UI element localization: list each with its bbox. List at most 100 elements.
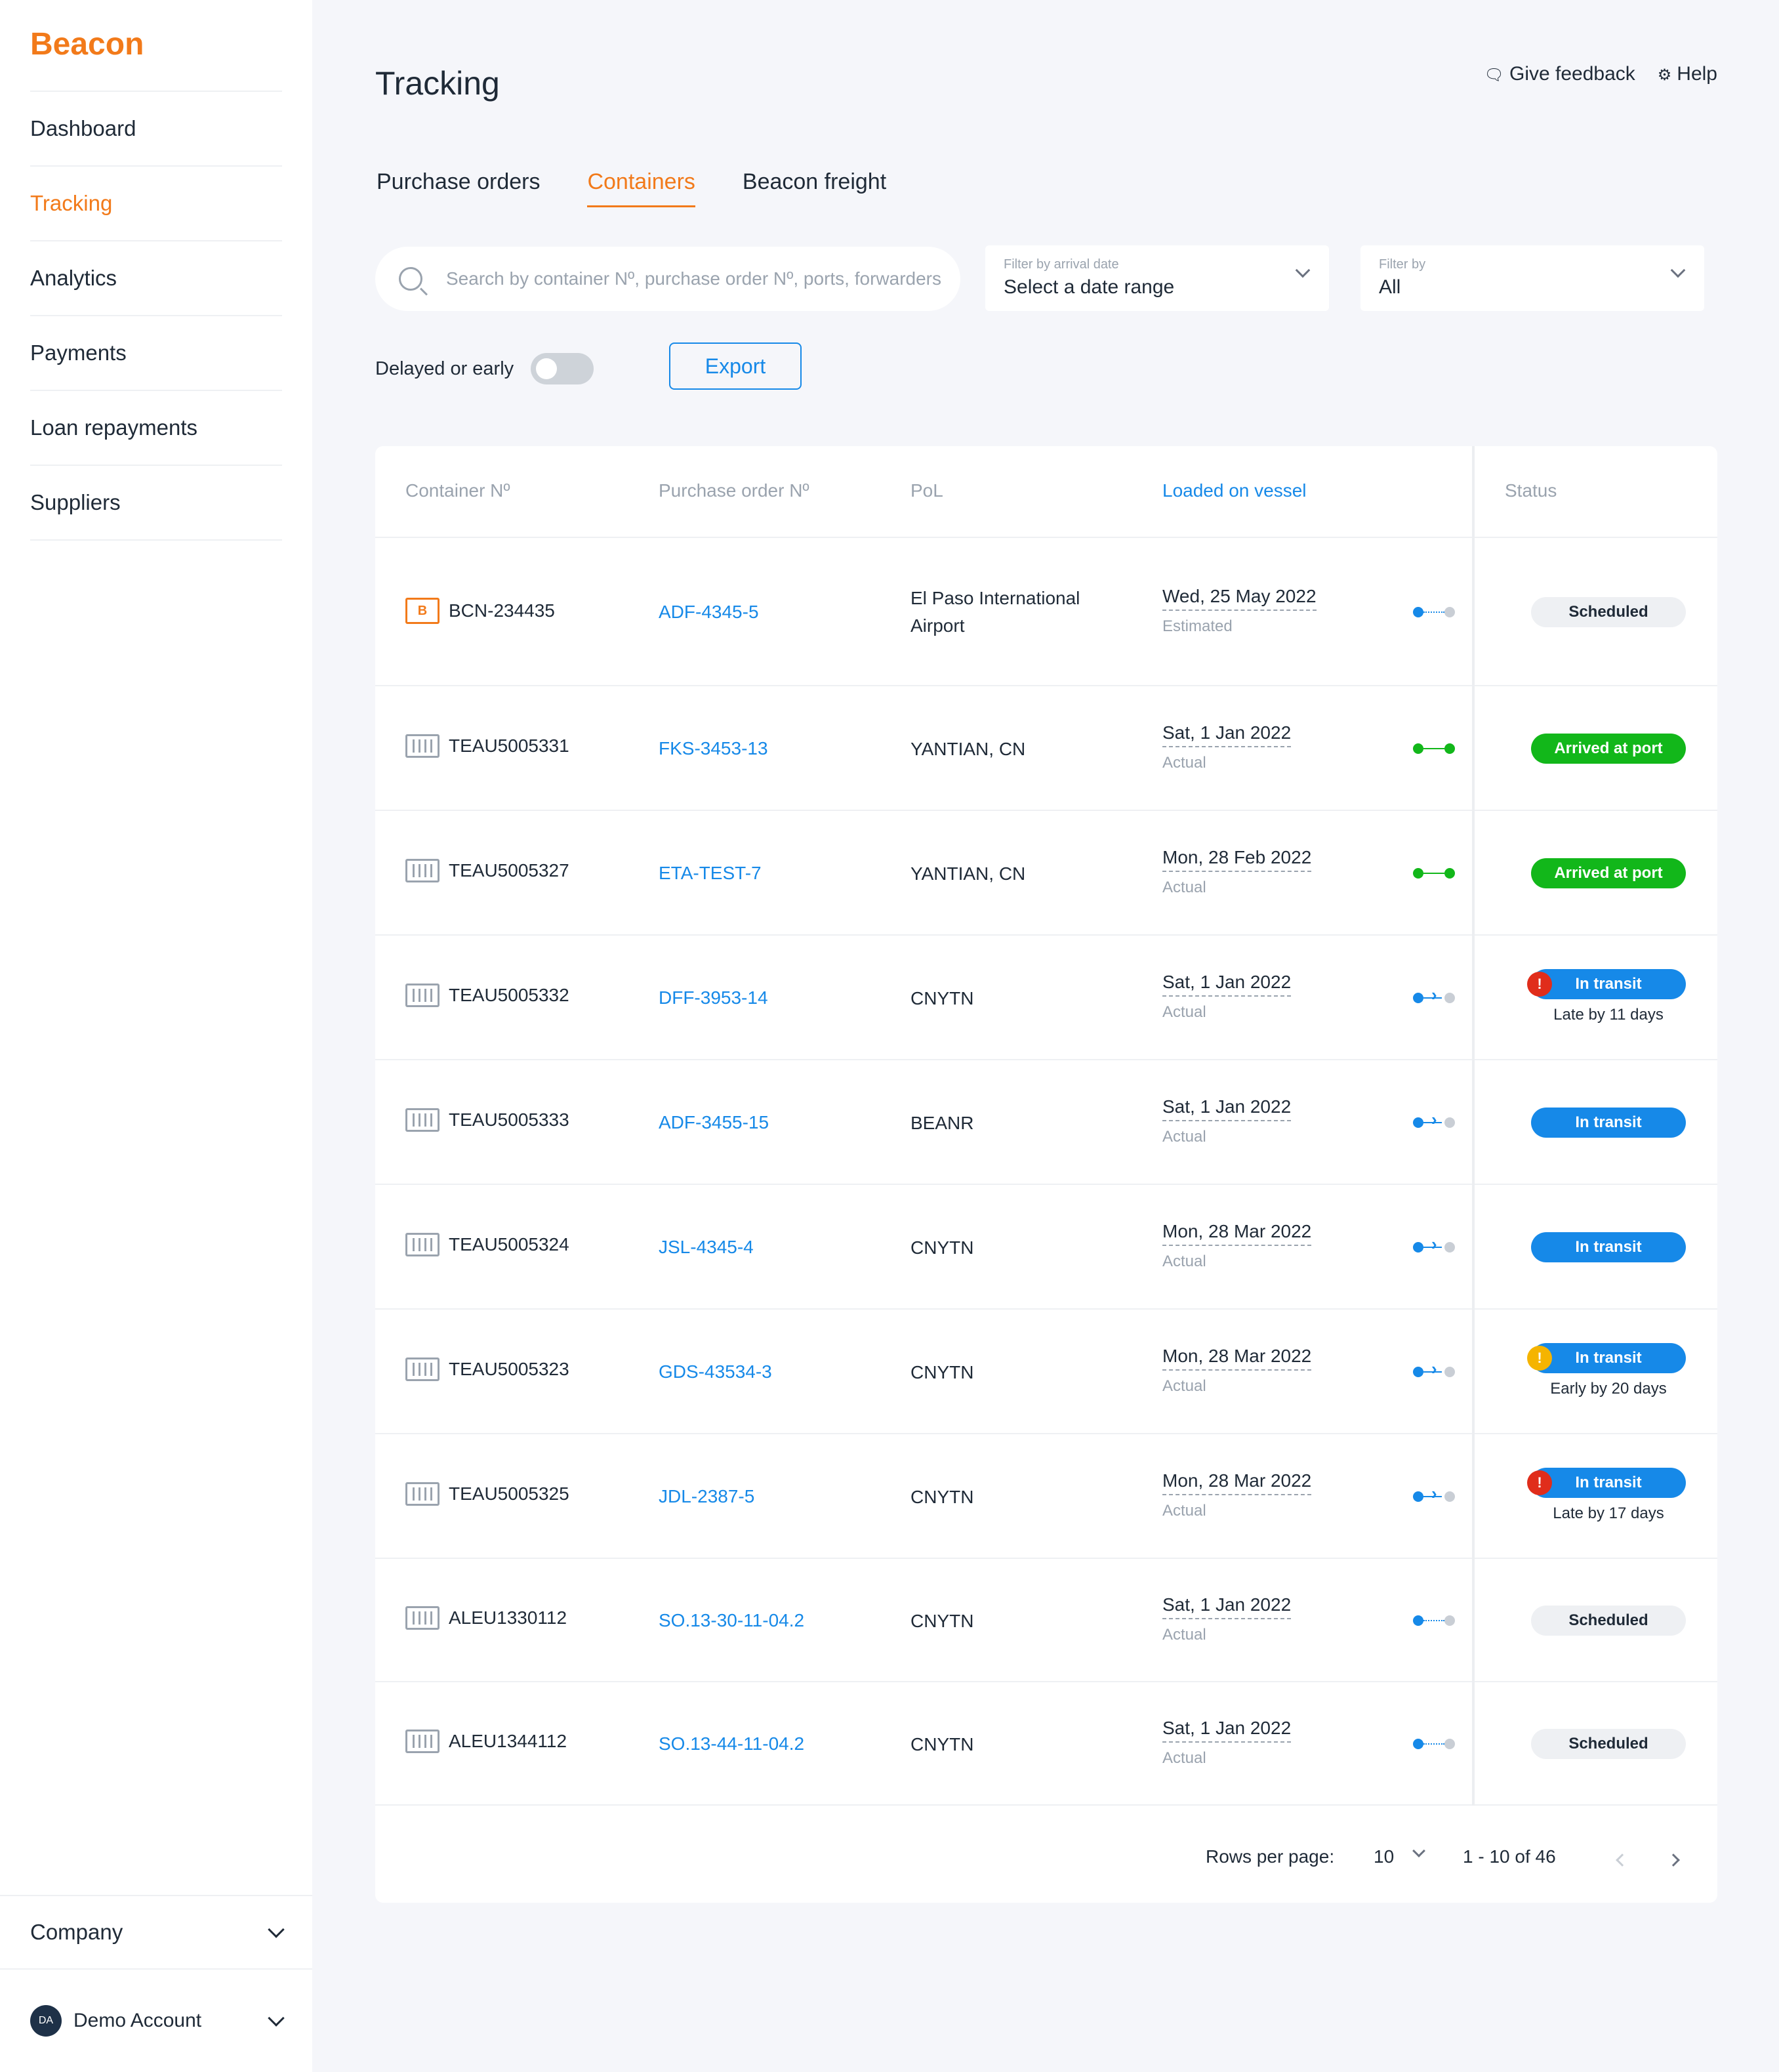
sidebar-item-dashboard[interactable]: Dashboard [30,92,282,167]
purchase-order-link[interactable]: JSL-4345-4 [659,1237,754,1257]
account-name: Demo Account [73,2010,202,2031]
container-number: TEAU5005333 [449,1109,569,1130]
progress-indicator [1413,743,1455,754]
status-badge: Arrived at port [1531,858,1686,888]
progress-indicator [1413,868,1455,879]
container-number: TEAU5005324 [449,1234,569,1254]
chevron-left-icon[interactable] [1616,1854,1629,1867]
status-cell: In transit [1523,1108,1694,1138]
container-cell: ALEU1344112 [405,1730,567,1753]
loaded-date[interactable]: Sat, 1 Jan 2022 [1162,972,1292,997]
container-icon [405,1357,440,1381]
export-button[interactable]: Export [669,342,802,390]
late-alert-icon: ! [1527,1470,1552,1495]
table-row[interactable]: ALEU1344112 SO.13-44-11-04.2 CNYTN Sat, 1 J… [375,1682,1717,1806]
date-kind: Actual [1162,879,1206,896]
table-row[interactable]: TEAU5005325 JDL-2387-5 CNYTN Mon, 28 Mar 20… [375,1434,1717,1559]
col-purchase-order[interactable]: Purchase order Nº [659,480,809,501]
account-menu[interactable]: DA Demo Account [0,1968,312,2072]
table-row[interactable]: TEAU5005332 DFF-3953-14 CNYTN Sat, 1 Jan 20… [375,936,1717,1060]
sidebar-item-suppliers[interactable]: Suppliers [30,466,282,541]
container-icon [405,1730,440,1753]
loaded-date[interactable]: Mon, 28 Mar 2022 [1162,1221,1312,1246]
status-badge: In transit [1531,1232,1686,1262]
chevron-down-icon[interactable] [1412,1844,1425,1857]
chevron-down-icon [268,2010,285,2027]
purchase-order-link[interactable]: SO.13-30-11-04.2 [659,1610,805,1630]
table-header: Container Nº Purchase order Nº PoL Loade… [375,446,1717,538]
container-icon [405,1606,440,1630]
table-row[interactable]: TEAU5005333 ADF-3455-15 BEANR Sat, 1 Jan 20… [375,1060,1717,1185]
loaded-date-cell: Mon, 28 Mar 2022 Actual [1162,1221,1312,1271]
give-feedback-label: Give feedback [1509,63,1635,85]
col-container[interactable]: Container Nº [405,480,510,501]
help-link[interactable]: ⚙ Help [1658,63,1717,85]
purchase-order-link[interactable]: GDS-43534-3 [659,1361,772,1382]
delayed-toggle[interactable] [531,353,594,384]
purchase-order-link[interactable]: SO.13-44-11-04.2 [659,1733,805,1754]
status-badge: In transit [1531,1108,1686,1138]
progress-indicator [1413,1615,1455,1626]
sidebar-item-loan-repayments[interactable]: Loan repayments [30,391,282,466]
pol-cell: BEANR [910,1113,974,1133]
arrival-date-filter-label: Filter by arrival date [1004,257,1119,272]
rows-per-page-select[interactable]: 10 [1374,1846,1394,1867]
beacon-logo[interactable]: Beacon [30,27,144,62]
tab-containers[interactable]: Containers [587,169,695,207]
table-row[interactable]: TEAU5005327 ETA-TEST-7 YANTIAN, CN Mon, 28 … [375,811,1717,936]
purchase-order-link[interactable]: ADF-4345-5 [659,602,759,622]
loaded-date[interactable]: Sat, 1 Jan 2022 [1162,1594,1292,1619]
status-cell: Scheduled [1523,1606,1694,1636]
progress-indicator: › [1413,985,1455,1005]
table-row[interactable]: ALEU1330112 SO.13-30-11-04.2 CNYTN Sat, 1 J… [375,1559,1717,1682]
container-icon [405,859,440,882]
sidebar-item-analytics[interactable]: Analytics [30,241,282,316]
table-row[interactable]: B BCN-234435 ADF-4345-5 El Paso Internation… [375,538,1717,686]
loaded-date[interactable]: Mon, 28 Mar 2022 [1162,1346,1312,1371]
loaded-date[interactable]: Sat, 1 Jan 2022 [1162,1718,1292,1743]
loaded-date[interactable]: Sat, 1 Jan 2022 [1162,722,1292,747]
early-alert-icon: ! [1527,1346,1552,1371]
page-title: Tracking [375,65,500,102]
container-number: ALEU1330112 [449,1607,567,1628]
col-pol[interactable]: PoL [910,480,943,501]
date-kind: Actual [1162,754,1206,772]
sidebar-item-payments[interactable]: Payments [30,316,282,391]
purchase-order-link[interactable]: FKS-3453-13 [659,738,768,758]
arrival-date-filter[interactable]: Filter by arrival date Select a date ran… [985,245,1329,311]
table-row[interactable]: TEAU5005331 FKS-3453-13 YANTIAN, CN Sat, 1 … [375,686,1717,811]
filter-by-label: Filter by [1379,257,1426,272]
loaded-date[interactable]: Mon, 28 Mar 2022 [1162,1470,1312,1495]
container-cell: TEAU5005332 [405,984,569,1007]
tab-purchase-orders[interactable]: Purchase orders [377,169,541,194]
give-feedback-link[interactable]: 🗨 Give feedback [1484,63,1635,85]
search-input[interactable] [446,268,945,289]
purchase-order-link[interactable]: ADF-3455-15 [659,1112,769,1132]
sidebar-item-tracking[interactable]: Tracking [30,167,282,241]
chevron-right-icon[interactable] [1667,1854,1680,1867]
help-icon: ⚙ [1657,66,1672,84]
progress-indicator: › [1413,1483,1455,1503]
filter-by-select[interactable]: Filter by All [1360,245,1704,311]
company-label: Company [30,1920,123,1944]
help-label: Help [1677,63,1717,85]
loaded-date[interactable]: Wed, 25 May 2022 [1162,586,1317,611]
progress-indicator: › [1413,1234,1455,1254]
purchase-order-link[interactable]: JDL-2387-5 [659,1486,755,1506]
sidebar-nav: Dashboard Tracking Analytics Payments Lo… [30,91,282,541]
feedback-icon: 🗨 [1484,66,1504,84]
loaded-date[interactable]: Sat, 1 Jan 2022 [1162,1096,1292,1121]
col-status[interactable]: Status [1505,480,1557,501]
pol-cell: CNYTN [910,988,974,1008]
container-number: ALEU1344112 [449,1731,567,1751]
purchase-order-link[interactable]: DFF-3953-14 [659,987,768,1008]
loaded-date[interactable]: Mon, 28 Feb 2022 [1162,847,1312,872]
tab-beacon-freight[interactable]: Beacon freight [742,169,887,194]
table-row[interactable]: TEAU5005324 JSL-4345-4 CNYTN Mon, 28 Mar 20… [375,1185,1717,1310]
purchase-order-link[interactable]: ETA-TEST-7 [659,863,762,883]
company-selector[interactable]: Company [0,1895,312,1968]
table-row[interactable]: TEAU5005323 GDS-43534-3 CNYTN Mon, 28 Mar 2… [375,1310,1717,1434]
loaded-date-cell: Sat, 1 Jan 2022 Actual [1162,1096,1292,1146]
container-cell: TEAU5005327 [405,859,569,882]
col-loaded-on-vessel[interactable]: Loaded on vessel [1162,480,1307,501]
